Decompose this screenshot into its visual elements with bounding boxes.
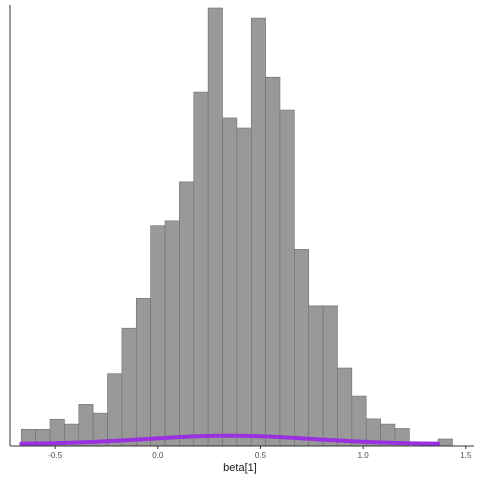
histogram-bar: [150, 225, 166, 447]
histogram-bar: [308, 305, 324, 447]
histogram-bar: [236, 127, 252, 447]
histogram-bar: [265, 76, 281, 447]
histogram-bar: [107, 373, 123, 447]
histogram-bar: [279, 109, 295, 447]
histogram-bar: [294, 249, 310, 447]
histogram-bar: [351, 395, 367, 447]
histogram-bar: [164, 220, 180, 447]
histogram-bar: [135, 298, 151, 447]
histogram-bar: [322, 305, 338, 447]
histogram-bar: [121, 327, 137, 447]
x-tick-label: 0.0: [152, 451, 164, 460]
density-curve: [19, 433, 441, 446]
x-tick-label: -0.5: [48, 451, 62, 460]
x-tick-label: 0.5: [255, 451, 267, 460]
histogram-bar: [250, 17, 266, 447]
histogram-bar: [179, 181, 195, 447]
histogram-bar: [337, 367, 353, 447]
x-axis-title: beta[1]: [223, 462, 257, 474]
histogram-bar: [207, 7, 223, 447]
histogram-bars: [20, 7, 453, 447]
histogram-bar: [222, 117, 238, 447]
histogram-bar: [78, 404, 94, 447]
histogram-bar: [193, 91, 209, 447]
histogram-bar: [437, 438, 453, 447]
x-tick-label: 1.0: [358, 451, 370, 460]
x-axis-ticks: -0.5 0.0 0.5 1.0 1.5: [48, 446, 472, 460]
x-tick-label: 1.5: [460, 451, 472, 460]
